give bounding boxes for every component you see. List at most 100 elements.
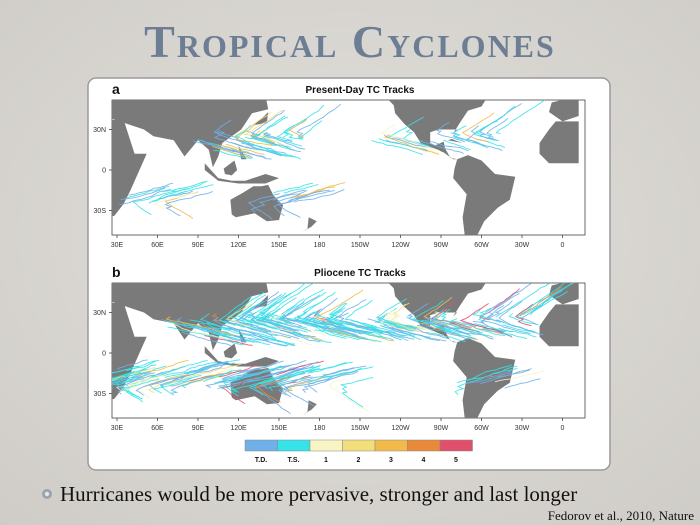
legend-label: 5 (454, 457, 458, 464)
panel-title: Pliocene TC Tracks (314, 268, 406, 279)
legend-swatch (407, 439, 441, 452)
track (315, 330, 347, 339)
map-content (88, 274, 587, 418)
track (203, 370, 241, 382)
track (236, 124, 273, 146)
track (476, 328, 506, 335)
track (333, 300, 366, 322)
track (432, 301, 472, 327)
tracks (88, 274, 587, 414)
track (117, 377, 143, 402)
track (485, 284, 531, 313)
track (474, 324, 512, 332)
track (170, 375, 213, 386)
track (155, 192, 196, 209)
track (299, 120, 322, 139)
lon-label: 180 (314, 425, 326, 432)
track (217, 367, 282, 388)
track (483, 328, 527, 339)
track (329, 379, 369, 411)
track (204, 336, 252, 346)
lat-label: 30S (94, 208, 107, 215)
track (480, 289, 520, 320)
panel-label: b (112, 264, 121, 280)
track (519, 280, 568, 315)
track (279, 191, 321, 217)
track (297, 104, 340, 138)
track (244, 303, 290, 329)
track (317, 290, 363, 324)
track (433, 323, 493, 339)
map-panel: a Present-Day TC Tracks 30N 0 30S 30E 60E 90E 12… (93, 81, 586, 249)
track (437, 122, 465, 141)
track (231, 377, 274, 393)
track (278, 289, 323, 322)
track (186, 360, 240, 374)
track (250, 366, 321, 387)
lon-label: 150W (351, 425, 370, 432)
track (290, 119, 307, 136)
track (495, 371, 544, 382)
lon-label: 60E (151, 242, 164, 249)
track (119, 189, 170, 204)
track (236, 139, 286, 154)
track (172, 324, 235, 341)
track (273, 190, 307, 200)
panel-title: Present-Day TC Tracks (306, 85, 415, 96)
track (467, 126, 502, 151)
track (434, 309, 475, 334)
lon-label: 30E (111, 425, 124, 432)
track (499, 301, 522, 322)
track (274, 311, 326, 335)
lon-label: 120E (230, 425, 247, 432)
track (258, 370, 315, 383)
track (240, 141, 288, 156)
lon-label: 60W (474, 242, 489, 249)
lon-label: 60W (474, 425, 489, 432)
lat-label: 30N (93, 127, 106, 134)
citation: Fedorov et al., 2010, Nature (548, 508, 694, 523)
track (129, 183, 173, 195)
track (251, 313, 299, 332)
track (222, 363, 276, 379)
track (182, 332, 231, 346)
track (161, 378, 192, 395)
track (161, 377, 184, 387)
track (125, 186, 169, 198)
track (273, 183, 313, 193)
track (382, 332, 414, 339)
track (136, 376, 185, 396)
track (171, 376, 213, 393)
track (235, 294, 282, 321)
map-geo (112, 100, 579, 235)
lat-label: 0 (102, 351, 106, 358)
track (284, 184, 318, 193)
legend-label: 4 (422, 457, 426, 464)
track (219, 365, 258, 377)
legend-swatch (374, 439, 408, 452)
track (426, 332, 465, 341)
track (490, 366, 517, 375)
lon-label: 90E (192, 242, 205, 249)
track (480, 369, 531, 384)
track (280, 330, 320, 341)
track (414, 300, 451, 329)
track (264, 132, 292, 142)
track (384, 325, 440, 341)
track (322, 367, 373, 378)
track (227, 303, 254, 326)
bullet-text: Hurricanes would be more pervasive, stro… (60, 482, 577, 506)
track (263, 313, 311, 331)
legend-swatch (244, 439, 278, 452)
track (219, 296, 252, 325)
lon-label: 180 (314, 242, 326, 249)
lon-label: 120E (230, 242, 247, 249)
lon-label: 90W (434, 242, 449, 249)
track (390, 303, 427, 328)
legend-swatch (309, 439, 343, 452)
track (237, 310, 267, 332)
lon-label: 60E (151, 425, 164, 432)
legend-swatch (439, 439, 473, 452)
legend-label: T.D. (255, 457, 268, 464)
track (272, 369, 302, 380)
